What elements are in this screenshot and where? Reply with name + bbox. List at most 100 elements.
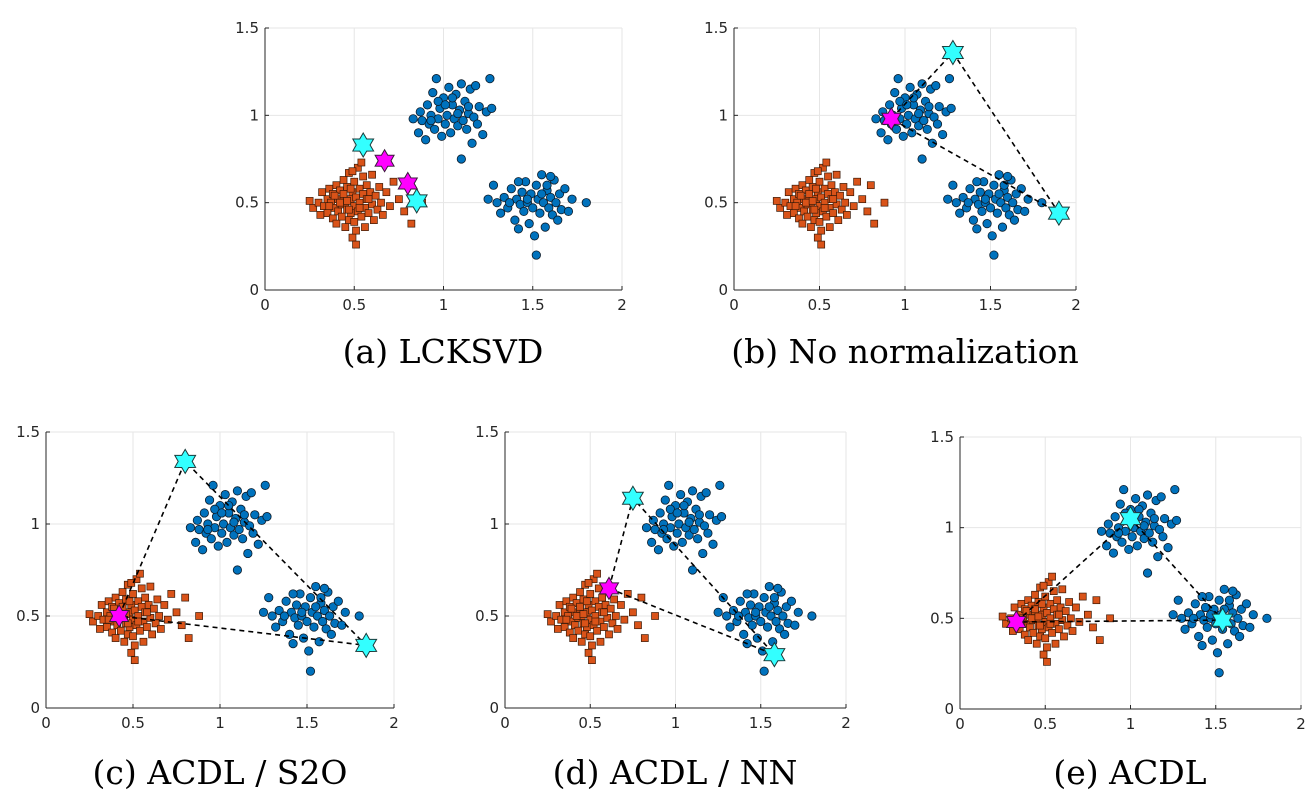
square-point <box>339 190 348 198</box>
circle-point <box>982 219 992 229</box>
square-point <box>598 593 607 602</box>
circle-point <box>684 517 694 527</box>
x-tick-label: 1.5 <box>521 296 545 314</box>
dashed-triangle <box>608 496 775 656</box>
circle-point <box>944 74 955 84</box>
circle-point <box>560 184 570 194</box>
circle-point <box>229 517 239 527</box>
circle-point <box>519 206 529 216</box>
square-point <box>130 656 139 665</box>
square-point <box>1032 639 1041 648</box>
circle-point <box>938 129 948 140</box>
circle-point <box>429 124 440 134</box>
circle-point <box>1262 613 1272 623</box>
circle-point <box>218 519 229 529</box>
square-point <box>1068 627 1077 635</box>
y-tick-label: 1 <box>944 519 954 537</box>
x-tick-label: 1 <box>1126 715 1136 733</box>
square-point <box>355 204 364 212</box>
circle-point <box>311 602 321 612</box>
circle-point <box>415 107 425 117</box>
circle-point <box>413 128 424 138</box>
circle-point <box>191 537 201 548</box>
square-point <box>812 184 820 193</box>
circle-point <box>1103 519 1113 529</box>
circle-point <box>262 512 272 522</box>
circle-point <box>972 177 982 187</box>
circle-point <box>488 180 499 190</box>
square-point <box>103 623 111 631</box>
center-star <box>397 171 419 196</box>
circle-point <box>917 154 927 164</box>
square-point <box>125 597 134 606</box>
square-point <box>378 211 387 219</box>
square-point <box>846 188 855 197</box>
square-point <box>1078 592 1087 601</box>
anchor-star <box>1211 607 1234 634</box>
square-point <box>825 223 834 231</box>
square-point <box>362 181 371 190</box>
circle-point <box>1214 595 1224 605</box>
circle-point <box>1171 515 1182 526</box>
square-point <box>554 625 562 633</box>
circle-point <box>908 93 919 103</box>
circle-point <box>994 189 1004 199</box>
circle-point <box>885 100 895 110</box>
x-tick-label: 1 <box>439 296 449 314</box>
square-point <box>807 223 815 231</box>
square-point <box>634 621 642 630</box>
circle-point <box>421 135 431 145</box>
circle-point <box>1200 602 1211 613</box>
circle-point <box>210 504 220 514</box>
x-tick-label: 0.5 <box>578 714 602 732</box>
circle-point <box>948 180 958 190</box>
circle-point <box>773 583 783 594</box>
square-point <box>584 579 593 587</box>
circle-point <box>699 521 710 531</box>
circle-point <box>428 88 438 98</box>
circle-point <box>297 607 307 617</box>
square-point <box>167 590 176 598</box>
square-point <box>572 612 581 620</box>
circle-point <box>786 596 797 606</box>
square-point <box>127 579 136 587</box>
square-point <box>163 615 172 624</box>
circle-point <box>1142 490 1153 500</box>
square-point <box>370 216 378 224</box>
circle-point <box>902 100 912 110</box>
anchor-star <box>1119 505 1142 532</box>
circle-point <box>238 534 248 544</box>
square-point <box>352 226 360 235</box>
circle-point <box>264 592 274 603</box>
circle-point <box>1108 548 1119 558</box>
circle-point <box>288 638 298 649</box>
square-point <box>579 610 588 619</box>
circle-point <box>217 508 227 518</box>
square-point <box>810 205 819 214</box>
circle-point <box>284 629 295 640</box>
circle-point <box>314 637 324 647</box>
square-point <box>407 219 416 228</box>
circle-point <box>980 194 990 204</box>
circle-point <box>318 616 328 627</box>
y-tick-label: 0 <box>718 281 728 299</box>
square-point <box>849 202 858 211</box>
circle-point <box>716 512 727 522</box>
square-point <box>116 626 125 635</box>
circle-point <box>463 102 474 112</box>
anchor-star <box>405 187 428 214</box>
square-point <box>637 593 646 602</box>
circle-point <box>528 203 538 213</box>
circle-point <box>771 616 781 627</box>
square-point <box>801 198 810 207</box>
square-point <box>784 188 793 197</box>
circle-point <box>992 208 1002 218</box>
square-point <box>389 177 398 186</box>
circle-point <box>1170 484 1180 495</box>
y-tick-label: 0.5 <box>704 194 728 212</box>
square-point <box>817 226 826 235</box>
x-tick-label: 0.5 <box>121 714 145 732</box>
square-point <box>1061 607 1070 615</box>
square-point <box>600 608 608 617</box>
square-point <box>834 216 843 224</box>
